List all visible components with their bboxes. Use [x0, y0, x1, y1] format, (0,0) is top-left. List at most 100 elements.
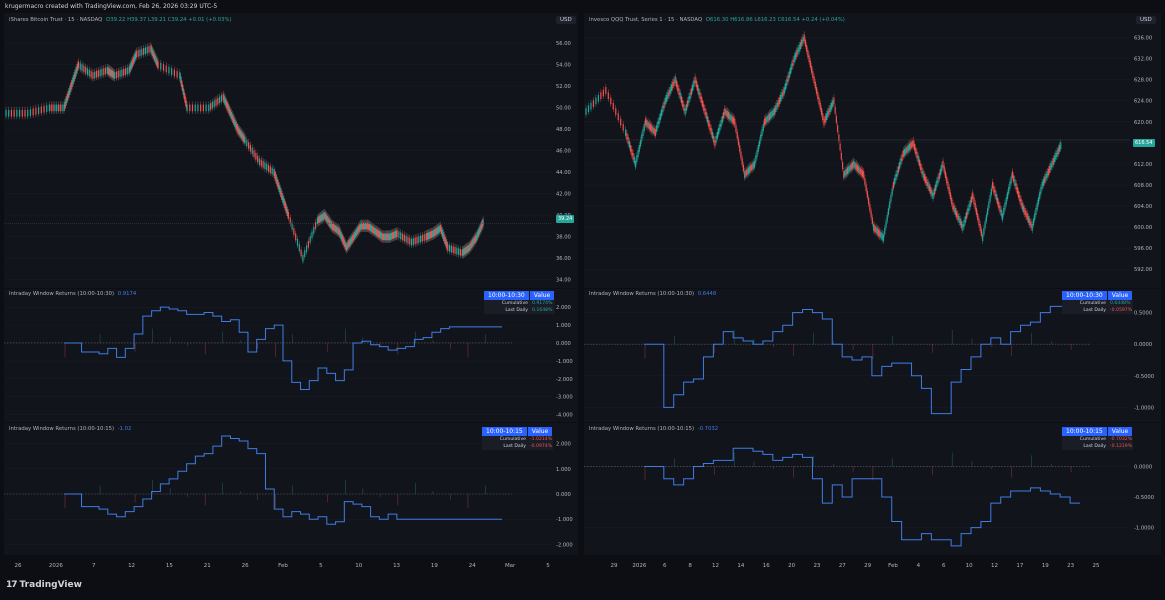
candle [240, 131, 242, 139]
candle [620, 118, 622, 126]
candle [458, 248, 460, 256]
candle [917, 155, 919, 163]
candle [334, 225, 337, 233]
y-tick-label: 0.000 [556, 341, 571, 347]
candle [902, 150, 904, 157]
left-window-1030-panel[interactable] [4, 289, 578, 422]
candle [874, 225, 876, 232]
candle [414, 237, 416, 245]
candle [817, 92, 819, 100]
candle [119, 70, 121, 77]
candle [154, 55, 156, 63]
candle [348, 240, 350, 247]
candle [171, 68, 173, 75]
x-tick-label: 17 [1016, 563, 1023, 569]
qqq-last-price-tag: 616.54 [1133, 139, 1155, 147]
candle [879, 230, 881, 238]
x-tick-label: 23 [813, 563, 820, 569]
y-tick-label: 56.00 [556, 41, 571, 47]
candle [228, 105, 230, 113]
tradingview-logo[interactable]: 17 TradingView [6, 580, 82, 590]
x-tick-label: 16 [763, 563, 770, 569]
candle [996, 197, 999, 205]
candle [398, 231, 400, 239]
candle [466, 246, 468, 253]
candle [48, 104, 51, 112]
candle [937, 176, 939, 184]
ibit-ohlc: O39.22 H39.37 L39.21 C39.24 +0.01 (+0.03… [106, 17, 232, 23]
candle [690, 88, 692, 96]
candle [205, 104, 207, 112]
candle [430, 231, 433, 238]
candle [324, 213, 327, 221]
candle [266, 163, 268, 171]
candle [977, 213, 979, 221]
candle [689, 92, 691, 100]
table-value: -0.1219% [1110, 444, 1133, 449]
candle [803, 34, 805, 42]
candle [889, 201, 891, 209]
candle [1050, 163, 1052, 171]
candle [995, 193, 997, 201]
candle [429, 231, 432, 239]
candle [1049, 166, 1051, 173]
candle [59, 104, 61, 112]
candle [735, 125, 737, 132]
right-currency-button[interactable]: USD [1136, 16, 1156, 24]
candle [685, 104, 688, 111]
candle [752, 162, 754, 169]
candle [669, 87, 671, 94]
candle [298, 244, 300, 251]
candle [65, 99, 67, 106]
candle [141, 48, 143, 56]
candle [721, 116, 723, 123]
candle [926, 179, 928, 186]
candle [718, 127, 720, 135]
candle [680, 96, 683, 103]
candle [1022, 205, 1025, 213]
table-header-window: 10:00-10:15 [1062, 427, 1107, 436]
candle [602, 89, 604, 97]
candle [838, 134, 840, 142]
candle [644, 118, 647, 126]
candle [412, 238, 414, 245]
candle [293, 228, 295, 235]
candle [958, 216, 960, 223]
candle [416, 236, 418, 244]
candle [765, 117, 767, 125]
candle [782, 89, 784, 97]
candle [353, 232, 356, 239]
candle [951, 197, 953, 205]
candle [694, 76, 696, 84]
candle [675, 80, 678, 88]
candle [757, 145, 759, 152]
candle [988, 201, 990, 209]
qqq-ohlc: O616.30 H616.86 L616.23 C616.54 +0.24 (+… [705, 17, 845, 23]
candle [238, 127, 240, 135]
candle [160, 62, 162, 70]
candle [235, 121, 237, 129]
candle [841, 162, 844, 169]
candle [189, 104, 191, 112]
candle [860, 168, 862, 176]
candle [916, 151, 918, 159]
candle [1008, 187, 1010, 194]
candle [185, 100, 187, 108]
candle [654, 129, 657, 136]
candle [382, 233, 384, 241]
left-currency-button[interactable]: USD [556, 16, 576, 24]
candle [661, 109, 663, 117]
candle [316, 217, 319, 225]
candle [467, 245, 469, 253]
candle [391, 232, 393, 240]
candle [362, 222, 365, 230]
candle [920, 163, 922, 171]
candle [243, 135, 245, 143]
candle [615, 108, 617, 115]
candle [756, 150, 758, 157]
candle [328, 218, 330, 226]
candle [341, 234, 343, 241]
candle [1009, 181, 1011, 189]
candle [81, 64, 83, 71]
candle [153, 53, 156, 61]
